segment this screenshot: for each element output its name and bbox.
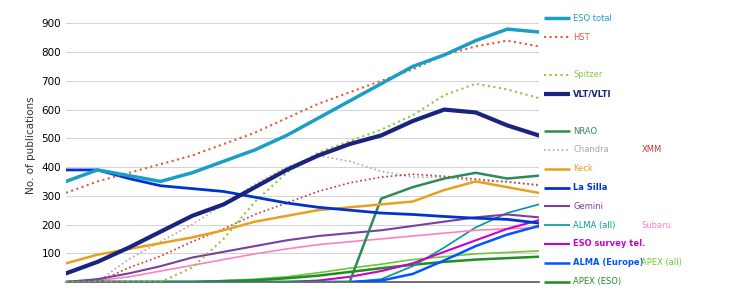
Text: NRAO: NRAO (573, 127, 597, 136)
Text: APEX (ESO): APEX (ESO) (573, 277, 622, 286)
Text: ESO total: ESO total (573, 14, 612, 23)
Text: Chandra: Chandra (573, 146, 609, 154)
Y-axis label: No. of publications: No. of publications (26, 97, 36, 194)
Text: APEX (all): APEX (all) (641, 258, 682, 267)
Text: Subaru: Subaru (641, 221, 671, 230)
Text: HST: HST (573, 33, 590, 42)
Text: VLT/VLTI: VLT/VLTI (573, 89, 612, 98)
Text: ALMA (Europe): ALMA (Europe) (573, 258, 644, 267)
Text: ALMA (all): ALMA (all) (573, 221, 616, 230)
Text: Spitzer: Spitzer (573, 70, 603, 79)
Text: ESO survey tel.: ESO survey tel. (573, 239, 646, 248)
Text: Gemini: Gemini (573, 202, 603, 211)
Text: Keck: Keck (573, 164, 593, 173)
Text: La Silla: La Silla (573, 183, 608, 192)
Text: XMM: XMM (641, 146, 662, 154)
